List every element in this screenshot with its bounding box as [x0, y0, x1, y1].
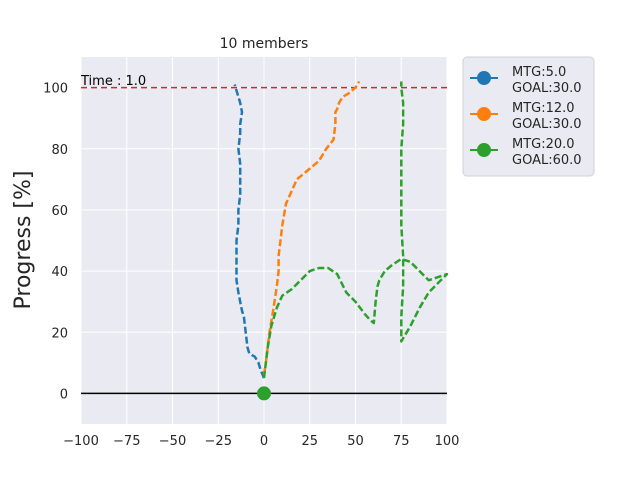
legend-label-1-line2: GOAL:30.0 — [512, 81, 582, 96]
x-tick-labels: −100 −75 −50 −25 0 25 50 75 100 — [63, 434, 459, 449]
y-tick-label: 40 — [51, 265, 68, 280]
y-tick-label: 80 — [51, 143, 68, 158]
legend-items: MTG:5.0GOAL:30.0MTG:12.0GOAL:30.0MTG:20.… — [470, 65, 582, 168]
x-tick-label: 75 — [393, 434, 410, 449]
x-tick-label: −25 — [205, 434, 232, 449]
origin-marker — [257, 386, 271, 401]
y-tick-label: 60 — [51, 204, 68, 219]
legend-box — [462, 56, 595, 177]
legend-label-2-line1: MTG:12.0 — [512, 101, 575, 116]
time-annotation: Time : 1.0 — [80, 74, 146, 89]
y-tick-label: 100 — [43, 82, 68, 97]
legend-marker-1 — [477, 71, 491, 85]
y-tick-label: 0 — [60, 387, 68, 402]
x-tick-label: −100 — [63, 434, 99, 449]
x-tick-label: 0 — [260, 434, 268, 449]
y-tick-labels: 0 20 40 60 80 100 — [43, 82, 68, 403]
series-line-3 — [262, 81, 449, 379]
series-line-2 — [262, 80, 361, 376]
x-tick-label: 50 — [347, 434, 364, 449]
legend-label-3-line1: MTG:20.0 — [512, 137, 575, 152]
legend-label-2-line2: GOAL:30.0 — [512, 117, 582, 132]
x-tick-label: 100 — [435, 434, 460, 449]
y-axis-label: Progress [%] — [11, 171, 36, 310]
y-tick-label: 20 — [51, 326, 68, 341]
legend-label-3-line2: GOAL:60.0 — [512, 153, 582, 168]
x-tick-label: −75 — [113, 434, 140, 449]
x-tick-label: 25 — [301, 434, 318, 449]
legend: MTG:5.0GOAL:30.0MTG:12.0GOAL:30.0MTG:20.… — [462, 56, 595, 177]
chart-title: 10 members — [220, 36, 309, 52]
series-line-1 — [233, 84, 266, 379]
legend-label-1-line1: MTG:5.0 — [512, 65, 566, 80]
x-tick-label: −50 — [159, 434, 186, 449]
series-layer — [233, 80, 449, 379]
legend-marker-3 — [477, 143, 491, 157]
legend-marker-2 — [477, 107, 491, 121]
marker-layer — [257, 386, 271, 401]
